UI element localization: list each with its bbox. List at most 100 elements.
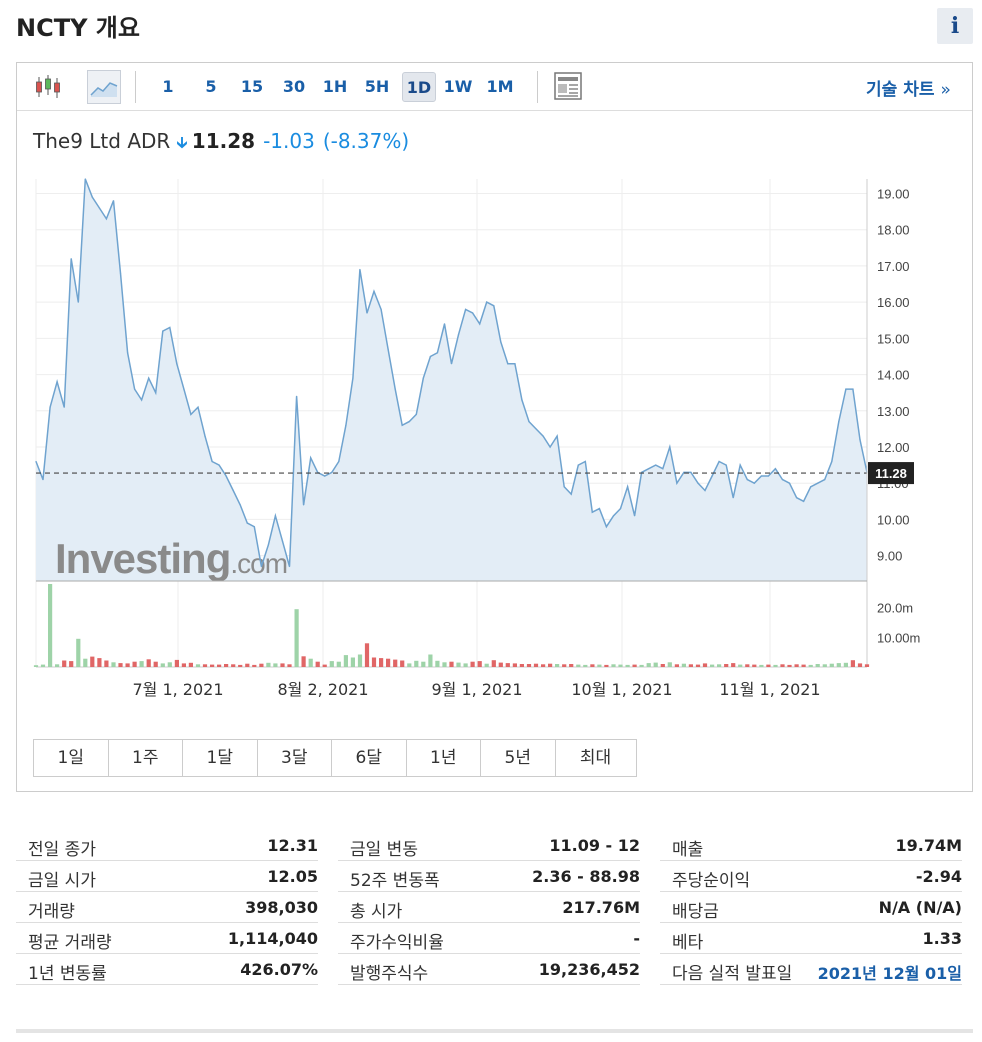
interval-15[interactable]: 15 bbox=[240, 77, 264, 96]
stat-row: 베타 1.33 bbox=[660, 923, 962, 954]
volume-bar bbox=[287, 664, 292, 667]
technical-chart-link[interactable]: 기술 차트» bbox=[866, 75, 951, 100]
volume-bar bbox=[822, 664, 827, 667]
earnings-date-link[interactable]: 2021년 12월 01일 bbox=[817, 964, 962, 983]
price-chart[interactable]: 9.0010.0011.0012.0013.0014.0015.0016.001… bbox=[17, 63, 972, 733]
price-point bbox=[387, 348, 389, 350]
volume-bar bbox=[752, 664, 757, 667]
price-point bbox=[183, 388, 185, 390]
range-button-2[interactable]: 1달 bbox=[183, 740, 258, 776]
volume-bar bbox=[794, 664, 799, 667]
area-chart-icon[interactable] bbox=[87, 70, 121, 104]
range-button-7[interactable]: 최대 bbox=[579, 748, 612, 768]
price-point bbox=[570, 493, 572, 495]
y-tick-label: 10.00 bbox=[877, 512, 910, 527]
stat-label: 평균 거래량 bbox=[28, 933, 112, 953]
interval-1d[interactable]: 1D bbox=[402, 72, 436, 102]
volume-bar bbox=[210, 664, 215, 667]
watermark-brand: Investing bbox=[55, 535, 230, 582]
volume-bar bbox=[428, 654, 433, 667]
price-point bbox=[732, 497, 734, 499]
stat-value: - bbox=[633, 929, 640, 948]
interval-5[interactable]: 5 bbox=[205, 77, 217, 96]
price-point bbox=[528, 421, 530, 423]
price-point bbox=[746, 479, 748, 481]
volume-bar bbox=[343, 655, 348, 667]
price-point bbox=[450, 363, 453, 365]
price-point bbox=[380, 308, 382, 310]
price-point bbox=[648, 468, 650, 470]
volume-bar bbox=[857, 663, 863, 667]
volume-bar bbox=[224, 664, 229, 667]
price-point bbox=[669, 446, 671, 448]
volume-bar bbox=[118, 663, 123, 667]
page-title: NCTY 개요 bbox=[16, 14, 140, 42]
volume-bar bbox=[864, 664, 870, 667]
range-button-6[interactable]: 5년 bbox=[481, 740, 556, 776]
interval-1[interactable]: 1 bbox=[162, 77, 174, 96]
price-point bbox=[711, 475, 713, 477]
price-point bbox=[303, 504, 305, 506]
stat-value: 398,030 bbox=[245, 898, 318, 917]
price-point bbox=[422, 377, 424, 379]
stat-row: 평균 거래량 1,114,040 bbox=[16, 923, 318, 954]
price-point bbox=[753, 482, 755, 484]
stat-row: 주가수익비율 - bbox=[338, 923, 640, 954]
price-point bbox=[591, 511, 593, 513]
range-button-0[interactable]: 1일 bbox=[34, 740, 109, 776]
volume-bar bbox=[731, 663, 736, 667]
x-tick-label: 7월 1, 2021 bbox=[132, 680, 223, 699]
x-tick-label: 8월 2, 2021 bbox=[277, 680, 368, 699]
volume-bar bbox=[773, 664, 778, 667]
price-point bbox=[232, 489, 234, 492]
price-point bbox=[838, 421, 840, 423]
candlestick-chart-icon[interactable] bbox=[31, 70, 65, 104]
price-point bbox=[796, 497, 798, 499]
volume-bar bbox=[393, 659, 398, 667]
price-point bbox=[35, 460, 37, 463]
interval-30[interactable]: 30 bbox=[282, 77, 306, 96]
price-point bbox=[162, 330, 164, 332]
interval-5h[interactable]: 5H bbox=[364, 77, 390, 96]
chart-toolbar: 1 5 15 30 1H 5H 1D 1W 1M 기술 차트» bbox=[17, 63, 972, 111]
price-point bbox=[859, 439, 861, 441]
range-button-3[interactable]: 3달 bbox=[258, 740, 332, 776]
volume-bar bbox=[379, 658, 384, 667]
range-button-1[interactable]: 1주 bbox=[109, 740, 183, 776]
price-point bbox=[49, 406, 51, 408]
news-layout-icon[interactable] bbox=[552, 70, 586, 104]
volume-bar bbox=[400, 660, 405, 667]
y-tick-label: 9.00 bbox=[877, 549, 902, 564]
stat-value: 11.09 - 12 bbox=[549, 836, 640, 855]
price-point bbox=[655, 464, 657, 466]
volume-bar bbox=[829, 663, 834, 667]
volume-bar bbox=[174, 659, 179, 667]
y-tick-label: 13.00 bbox=[877, 404, 910, 419]
investing-watermark-logo: Investing.com bbox=[55, 535, 287, 582]
price-point bbox=[394, 388, 396, 390]
price-point bbox=[521, 399, 523, 401]
volume-bar bbox=[83, 658, 88, 667]
price-point bbox=[211, 460, 213, 463]
stat-row: 1년 변동률 426.07% bbox=[16, 954, 318, 985]
volume-bar bbox=[632, 664, 637, 667]
stat-label: 주당순이익 bbox=[672, 871, 751, 891]
volume-bar bbox=[217, 664, 222, 667]
range-button-4[interactable]: 6달 bbox=[332, 740, 407, 776]
volume-bar bbox=[48, 584, 53, 667]
interval-1w[interactable]: 1W bbox=[443, 77, 473, 96]
price-point bbox=[739, 464, 741, 466]
stat-row: 52주 변동폭 2.36 - 88.98 bbox=[338, 861, 640, 892]
volume-bar bbox=[710, 664, 715, 667]
info-icon[interactable]: i bbox=[937, 8, 973, 44]
stat-value: 1,114,040 bbox=[227, 929, 318, 948]
interval-1h[interactable]: 1H bbox=[322, 77, 348, 96]
volume-bar bbox=[294, 609, 299, 667]
interval-1m[interactable]: 1M bbox=[486, 77, 514, 96]
volume-bar bbox=[562, 664, 567, 667]
range-button-5[interactable]: 1년 bbox=[407, 740, 481, 776]
price-point bbox=[767, 475, 770, 477]
volume-bar bbox=[386, 658, 391, 667]
price-point bbox=[542, 435, 544, 437]
quote-summary: The9 Ltd ADR 🡳 11.28 -1.03 (-8.37%) bbox=[33, 129, 409, 159]
